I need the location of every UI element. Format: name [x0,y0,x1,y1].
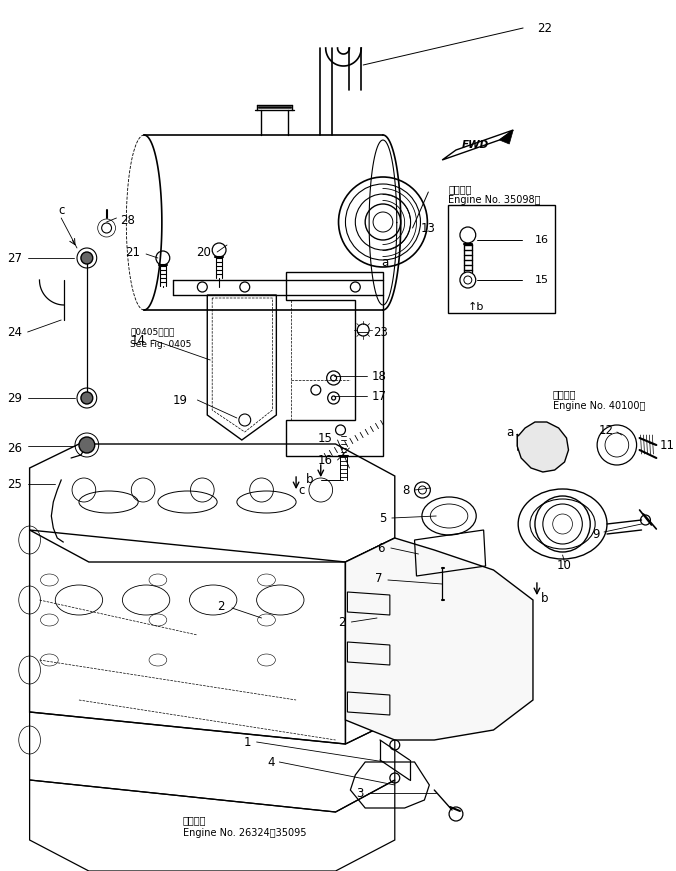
Polygon shape [500,130,513,144]
Text: b: b [306,472,314,485]
Text: 7: 7 [375,571,383,584]
Text: 21: 21 [125,246,140,259]
Text: 適用号機: 適用号機 [553,389,576,399]
Text: 15: 15 [318,431,333,444]
Text: 4: 4 [267,755,274,768]
Text: c: c [298,483,304,496]
Text: 29: 29 [7,391,22,404]
Polygon shape [517,422,569,472]
Text: 26: 26 [7,442,22,455]
Text: 27: 27 [7,252,22,265]
Text: 20: 20 [196,246,211,259]
Text: 23: 23 [373,326,388,339]
Text: 5: 5 [379,511,387,524]
Text: a: a [506,426,513,438]
Text: 15: 15 [535,275,549,285]
Circle shape [79,437,95,453]
Text: 10: 10 [557,558,572,571]
Text: 13: 13 [420,221,435,234]
Text: a: a [381,255,389,268]
Text: 17: 17 [372,389,387,402]
Text: 8: 8 [402,483,410,496]
Text: 1: 1 [243,735,251,748]
Bar [448,205,555,313]
Text: 適用号機: 適用号機 [183,815,206,825]
Text: 12: 12 [599,423,614,436]
Polygon shape [345,538,533,740]
Text: 16: 16 [535,235,549,245]
Text: Engine No. 26324～35095: Engine No. 26324～35095 [183,828,306,838]
Text: 19: 19 [172,394,187,407]
Circle shape [81,392,93,404]
Text: See Fig. 0405: See Fig. 0405 [130,340,192,348]
Text: 18: 18 [372,369,387,382]
Text: 24: 24 [7,326,22,339]
Text: 2: 2 [338,616,345,629]
Text: 適用号機: 適用号機 [448,184,472,194]
Text: ↑b: ↑b [468,302,484,312]
Text: Engine No. 35098～: Engine No. 35098～ [448,195,541,205]
Text: 6: 6 [377,542,385,555]
Text: 2: 2 [218,599,225,612]
Text: Engine No. 40100～: Engine No. 40100～ [553,401,645,411]
Text: 14: 14 [131,334,146,347]
Text: 第0405図参照: 第0405図参照 [130,327,174,336]
Text: 9: 9 [593,528,600,541]
Text: 22: 22 [537,22,552,35]
Text: c: c [58,204,64,217]
Text: FWD: FWD [462,140,489,150]
Text: 25: 25 [7,477,22,490]
Circle shape [81,252,93,264]
Text: 28: 28 [120,213,135,226]
Text: b: b [541,591,548,604]
Text: 11: 11 [659,438,674,451]
Text: 3: 3 [356,787,363,800]
Text: 16: 16 [318,454,333,467]
